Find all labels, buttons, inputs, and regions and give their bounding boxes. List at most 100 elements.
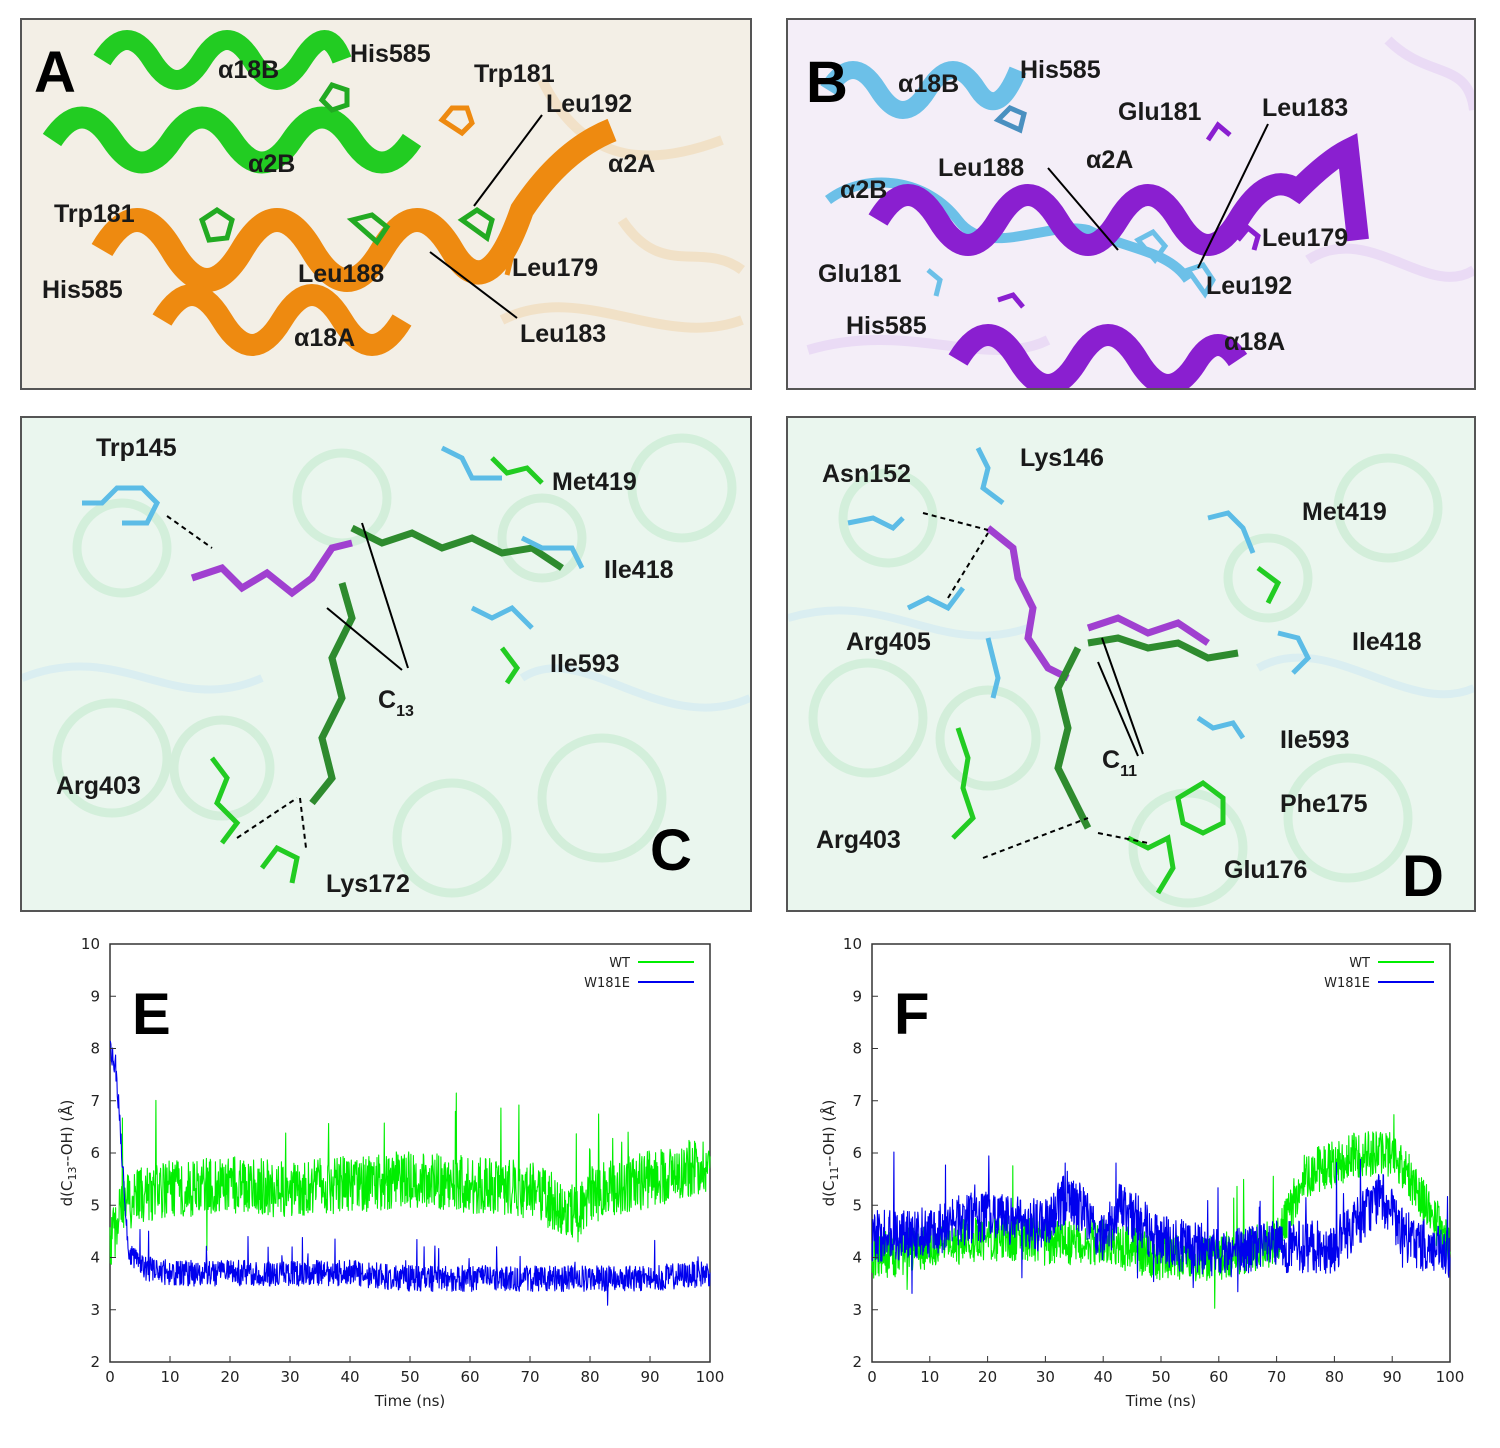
x-tick-label: 90: [1383, 1368, 1402, 1386]
label-leu179: Leu179: [512, 254, 598, 282]
label-leu179-b: Leu179: [1262, 224, 1348, 252]
y-tick-label: 3: [852, 1301, 862, 1319]
x-tick-label: 80: [580, 1368, 599, 1386]
panel-a-letter: A: [34, 40, 76, 105]
label-phe175: Phe175: [1280, 790, 1368, 818]
legend-label-w181e: W181E: [1324, 976, 1370, 991]
label-arg405: Arg405: [846, 628, 931, 656]
label-ile418-c: Ile418: [604, 556, 674, 584]
y-tick-label: 2: [90, 1353, 100, 1371]
label-a18a-b: α18A: [1224, 328, 1285, 356]
y-tick-label: 4: [852, 1249, 862, 1267]
helix-a2a: [91, 118, 617, 292]
label-met419-c: Met419: [552, 468, 637, 496]
label-trp145: Trp145: [96, 434, 177, 462]
x-tick-label: 0: [105, 1368, 115, 1386]
x-tick-label: 90: [640, 1368, 659, 1386]
x-tick-label: 0: [867, 1368, 877, 1386]
y-tick-label: 10: [843, 935, 862, 953]
panel-c-letter: C: [650, 818, 692, 883]
x-tick-label: 60: [460, 1368, 479, 1386]
helix-a18a-b: [948, 324, 1248, 388]
helix-a18b: [93, 30, 352, 90]
panel-b-letter: B: [806, 50, 848, 115]
ligand-green-d: [1087, 634, 1239, 662]
y-tick-label: 8: [852, 1040, 862, 1058]
label-arg403-c: Arg403: [56, 772, 141, 800]
x-axis-label: Time (ns): [1125, 1392, 1197, 1410]
plot-frame: [109, 943, 711, 1363]
ligand-purple-d2: [1086, 614, 1210, 646]
series-line-w181e: [109, 1040, 711, 1306]
y-tick-label: 2: [852, 1353, 862, 1371]
legend-label-wt: WT: [609, 956, 630, 971]
panel-letter-f: F: [894, 982, 929, 1047]
y-tick-label: 9: [852, 987, 862, 1005]
label-his585-top: His585: [350, 40, 431, 68]
x-tick-label: 10: [920, 1368, 939, 1386]
panel-d-structure: Asn152 Lys146 Met419 Arg405 Ile418 C11 I…: [788, 444, 1474, 909]
x-axis-label: Time (ns): [374, 1392, 446, 1410]
x-tick-label: 50: [400, 1368, 419, 1386]
x-tick-label: 20: [220, 1368, 239, 1386]
y-axis-label: d(C11--OH) (Å): [819, 1100, 841, 1207]
label-leu188-b: Leu188: [938, 154, 1024, 182]
x-tick-label: 40: [1094, 1368, 1113, 1386]
y-tick-label: 5: [90, 1196, 100, 1214]
y-tick-label: 6: [852, 1144, 862, 1162]
chart-f: 0 10 20 30 40 50 60 70 80 90 100 2 3 4 5 6 7 8 9 10 Time (ns…: [778, 926, 1478, 1426]
label-lys172: Lys172: [326, 870, 410, 898]
label-leu192: Leu192: [546, 90, 632, 118]
label-arg403-d: Arg403: [816, 826, 901, 854]
ligand-purple-d: [985, 525, 1070, 682]
x-tick-label: 40: [340, 1368, 359, 1386]
y-tick-label: 3: [90, 1301, 100, 1319]
x-tick-label: 10: [160, 1368, 179, 1386]
y-tick-label: 6: [90, 1144, 100, 1162]
helix-a2b: [42, 106, 422, 174]
helix-a18a: [152, 284, 412, 356]
label-ile593-c: Ile593: [550, 650, 620, 678]
y-tick-label: 10: [81, 935, 100, 953]
label-his585-left: His585: [42, 276, 123, 304]
label-glu176: Glu176: [1224, 856, 1307, 884]
x-tick-label: 70: [520, 1368, 539, 1386]
label-a18b: α18B: [218, 56, 279, 84]
label-a2a: α2A: [608, 150, 655, 178]
y-tick-label: 4: [90, 1249, 100, 1267]
x-tick-label: 100: [696, 1368, 725, 1386]
x-tick-label: 30: [1036, 1368, 1055, 1386]
chart-e: 0 10 20 30 40 50 60 70 80 90 100 2 3 4 5 6 7 8 9 10 Time (ns…: [20, 926, 740, 1426]
ligand-green: [350, 524, 564, 571]
x-tick-label: 30: [280, 1368, 299, 1386]
helix-a18b-b: [820, 61, 1027, 119]
label-leu188: Leu188: [298, 260, 384, 288]
label-met419-d: Met419: [1302, 498, 1387, 526]
x-tick-label: 100: [1436, 1368, 1465, 1386]
label-a2a-b: α2A: [1086, 146, 1133, 174]
label-glu181-top-b: Glu181: [1118, 98, 1201, 126]
ligand-tail: [309, 582, 356, 806]
label-glu181-left-b: Glu181: [818, 260, 901, 288]
y-axis-label: d(C13--OH) (Å): [57, 1100, 79, 1207]
helix-a2a-b: [868, 133, 1369, 256]
label-trp181-left: Trp181: [54, 200, 135, 228]
x-tick-label: 60: [1209, 1368, 1228, 1386]
y-tick-label: 7: [852, 1092, 862, 1110]
panel-c: Trp145 Met419 Ile418 Ile593 C13 Arg403 L…: [20, 416, 752, 912]
label-c11-carbon: C11: [1102, 746, 1137, 780]
panel-d-letter: D: [1402, 844, 1444, 909]
panel-b: B α18B His585 Glu181 Leu183 Leu188 α2A α…: [786, 18, 1476, 390]
label-leu183-b: Leu183: [1262, 94, 1348, 122]
y-tick-label: 8: [90, 1040, 100, 1058]
y-tick-label: 5: [852, 1196, 862, 1214]
label-a18a: α18A: [294, 324, 355, 352]
label-a2b: α2B: [248, 150, 295, 178]
label-a2b-b: α2B: [840, 176, 887, 204]
label-trp181-top: Trp181: [474, 60, 555, 88]
chart-e-svg: 0 10 20 30 40 50 60 70 80 90 100 2 3 4 5 6 7 8 9 10 Time (ns…: [57, 935, 725, 1410]
label-a18b-b: α18B: [898, 70, 959, 98]
ligand-tail-d: [1054, 646, 1092, 830]
panel-letter-e: E: [132, 982, 171, 1047]
label-leu183: Leu183: [520, 320, 606, 348]
